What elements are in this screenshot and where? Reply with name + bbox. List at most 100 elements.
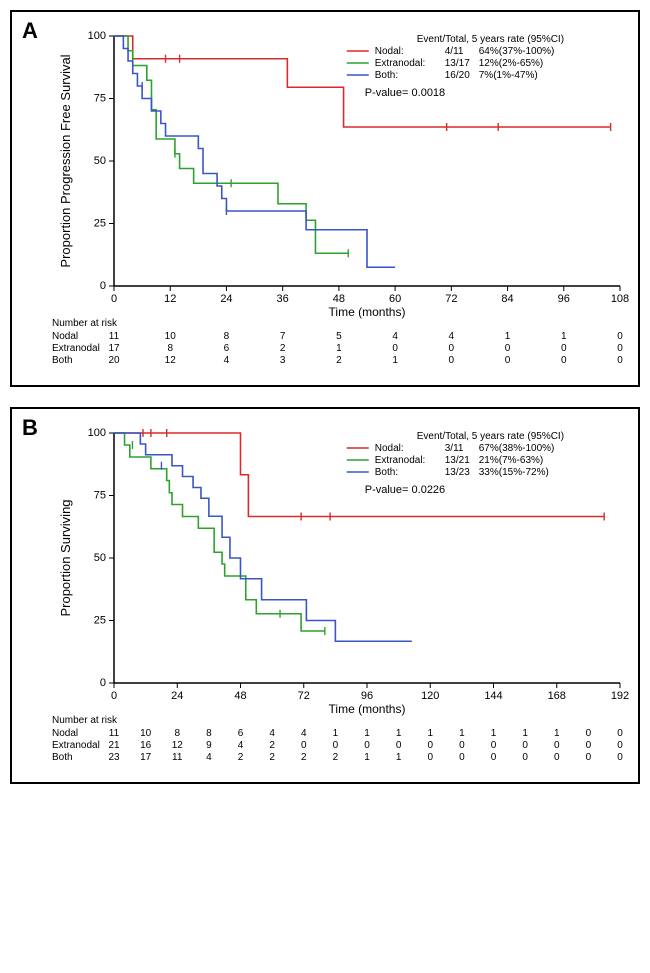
legend-rate: 67%(38%-100%): [479, 443, 555, 454]
risk-value: 3: [280, 355, 286, 366]
x-tick-label: 120: [421, 690, 439, 702]
series-extranodal: [114, 433, 325, 631]
risk-value: 0: [617, 343, 623, 354]
x-tick-label: 84: [501, 293, 513, 305]
legend-name: Nodal:: [375, 443, 404, 454]
risk-value: 0: [301, 740, 307, 751]
risk-value: 12: [165, 355, 177, 366]
risk-value: 4: [206, 752, 212, 763]
y-tick-label: 0: [100, 677, 106, 689]
x-axis-title: Time (months): [329, 702, 406, 716]
risk-value: 1: [396, 728, 402, 739]
legend-name: Both:: [375, 70, 398, 81]
y-tick-label: 100: [88, 427, 106, 439]
legend-name: Extranodal:: [375, 58, 426, 69]
risk-value: 1: [554, 728, 560, 739]
risk-row-label: Extranodal: [52, 740, 100, 751]
risk-value: 0: [554, 752, 560, 763]
risk-value: 2: [301, 752, 307, 763]
risk-value: 1: [491, 728, 497, 739]
risk-value: 21: [108, 740, 120, 751]
risk-value: 0: [617, 740, 623, 751]
y-tick-label: 75: [94, 489, 106, 501]
x-tick-label: 72: [298, 690, 310, 702]
risk-value: 2: [333, 752, 339, 763]
x-tick-label: 0: [111, 293, 117, 305]
risk-header: Number at risk: [52, 318, 118, 329]
legend-name: Both:: [375, 467, 398, 478]
x-tick-label: 192: [611, 690, 629, 702]
y-tick-label: 25: [94, 614, 106, 626]
risk-value: 7: [280, 331, 286, 342]
risk-value: 1: [364, 728, 370, 739]
risk-value: 2: [269, 740, 275, 751]
risk-row-label: Both: [52, 752, 73, 763]
x-tick-label: 96: [558, 293, 570, 305]
risk-value: 10: [140, 728, 152, 739]
p-value: P-value= 0.0018: [365, 87, 445, 99]
risk-header: Number at risk: [52, 715, 118, 726]
risk-value: 5: [336, 331, 342, 342]
risk-value: 0: [459, 740, 465, 751]
y-axis-title: Proportion Surviving: [58, 499, 73, 616]
risk-value: 0: [459, 752, 465, 763]
risk-value: 0: [427, 752, 433, 763]
risk-value: 9: [206, 740, 212, 751]
risk-value: 0: [396, 740, 402, 751]
legend-header: Event/Total, 5 years rate (95%CI): [417, 431, 564, 442]
panel-B: B0255075100024487296120144168192Time (mo…: [10, 407, 640, 784]
x-axis-title: Time (months): [329, 305, 406, 319]
risk-value: 0: [449, 343, 455, 354]
y-tick-label: 25: [94, 217, 106, 229]
risk-value: 16: [140, 740, 152, 751]
panel-label: B: [22, 415, 38, 441]
series-both: [114, 433, 412, 641]
risk-value: 0: [505, 355, 511, 366]
risk-value: 1: [505, 331, 511, 342]
risk-value: 2: [336, 355, 342, 366]
risk-value: 8: [174, 728, 180, 739]
risk-value: 0: [561, 343, 567, 354]
p-value: P-value= 0.0226: [365, 484, 445, 496]
risk-value: 1: [364, 752, 370, 763]
risk-value: 17: [140, 752, 152, 763]
series-extranodal: [114, 36, 348, 253]
risk-value: 0: [333, 740, 339, 751]
risk-value: 0: [522, 752, 528, 763]
legend-event-total: 13/23: [445, 467, 470, 478]
legend-name: Nodal:: [375, 46, 404, 57]
x-tick-label: 24: [171, 690, 183, 702]
risk-value: 0: [505, 343, 511, 354]
x-tick-label: 0: [111, 690, 117, 702]
risk-row-label: Both: [52, 355, 73, 366]
risk-value: 6: [238, 728, 244, 739]
risk-value: 1: [427, 728, 433, 739]
km-chart: 025507510001224364860728496108Time (mont…: [50, 22, 640, 379]
y-tick-label: 0: [100, 280, 106, 292]
legend-rate: 12%(2%-65%): [479, 58, 543, 69]
x-tick-label: 48: [333, 293, 345, 305]
risk-value: 0: [586, 740, 592, 751]
risk-value: 8: [206, 728, 212, 739]
x-tick-label: 48: [234, 690, 246, 702]
legend-event-total: 4/11: [445, 46, 464, 57]
risk-value: 0: [617, 355, 623, 366]
risk-value: 6: [224, 343, 230, 354]
series-both: [114, 36, 395, 267]
risk-value: 10: [165, 331, 177, 342]
y-axis-title: Proportion Progression Free Survival: [58, 54, 73, 267]
risk-value: 11: [172, 752, 183, 763]
risk-value: 23: [108, 752, 120, 763]
risk-row-label: Nodal: [52, 331, 78, 342]
x-tick-label: 36: [277, 293, 289, 305]
risk-value: 1: [522, 728, 528, 739]
risk-value: 8: [167, 343, 173, 354]
risk-value: 0: [617, 331, 623, 342]
risk-value: 0: [617, 728, 623, 739]
risk-value: 0: [491, 752, 497, 763]
x-tick-label: 108: [611, 293, 629, 305]
legend-event-total: 13/17: [445, 58, 470, 69]
risk-value: 0: [449, 355, 455, 366]
risk-value: 0: [364, 740, 370, 751]
risk-value: 0: [561, 355, 567, 366]
